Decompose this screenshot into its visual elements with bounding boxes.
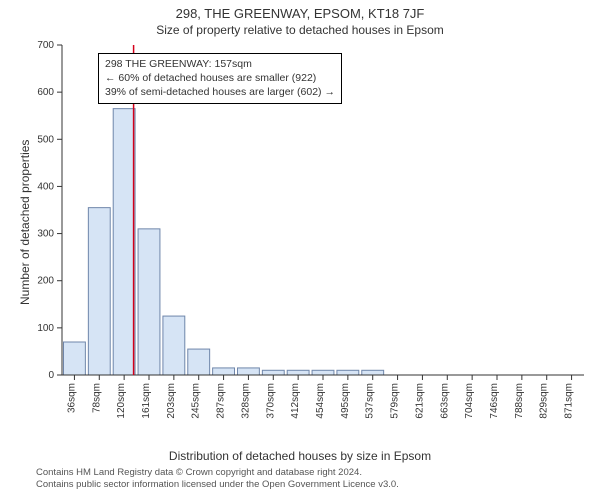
svg-text:78sqm: 78sqm (91, 383, 102, 413)
svg-text:0: 0 (48, 370, 54, 381)
y-axis-label: Number of detached properties (18, 140, 32, 305)
svg-text:500: 500 (37, 134, 54, 145)
svg-text:200: 200 (37, 276, 54, 287)
chart-area: 0 100 200 300 400 500 600 700 36sqm 78sqm 120sqm 16… (0, 39, 600, 449)
svg-text:495sqm: 495sqm (340, 383, 351, 419)
svg-text:287sqm: 287sqm (216, 383, 227, 419)
svg-text:120sqm: 120sqm (116, 383, 127, 419)
info-line-2: ← 60% of detached houses are smaller (92… (105, 71, 335, 85)
title-sub: Size of property relative to detached ho… (0, 21, 600, 39)
svg-text:400: 400 (37, 181, 54, 192)
svg-text:100: 100 (37, 323, 54, 334)
x-axis-label: Distribution of detached houses by size … (0, 449, 600, 463)
svg-text:746sqm: 746sqm (489, 383, 500, 419)
svg-text:370sqm: 370sqm (265, 383, 276, 419)
info-line-3: 39% of semi-detached houses are larger (… (105, 85, 335, 99)
svg-text:621sqm: 621sqm (414, 383, 425, 419)
svg-text:203sqm: 203sqm (166, 383, 177, 419)
svg-text:537sqm: 537sqm (365, 383, 376, 419)
svg-text:454sqm: 454sqm (315, 383, 326, 419)
svg-text:788sqm: 788sqm (514, 383, 525, 419)
svg-text:36sqm: 36sqm (66, 383, 77, 413)
svg-text:412sqm: 412sqm (290, 383, 301, 419)
info-line-1: 298 THE GREENWAY: 157sqm (105, 57, 335, 71)
svg-text:161sqm: 161sqm (141, 383, 152, 419)
svg-text:829sqm: 829sqm (539, 383, 550, 419)
title-main: 298, THE GREENWAY, EPSOM, KT18 7JF (0, 0, 600, 21)
info-box: 298 THE GREENWAY: 157sqm ← 60% of detach… (98, 53, 342, 104)
copyright-block: Contains HM Land Registry data © Crown c… (0, 463, 600, 492)
svg-text:328sqm: 328sqm (240, 383, 251, 419)
svg-text:871sqm: 871sqm (564, 383, 575, 419)
svg-text:700: 700 (37, 40, 54, 51)
copyright-line-1: Contains HM Land Registry data © Crown c… (36, 467, 600, 479)
svg-text:579sqm: 579sqm (390, 383, 401, 419)
svg-text:600: 600 (37, 87, 54, 98)
svg-text:245sqm: 245sqm (191, 383, 202, 419)
svg-text:704sqm: 704sqm (464, 383, 475, 419)
svg-text:663sqm: 663sqm (439, 383, 450, 419)
copyright-line-2: Contains public sector information licen… (36, 479, 600, 491)
svg-text:300: 300 (37, 229, 54, 240)
